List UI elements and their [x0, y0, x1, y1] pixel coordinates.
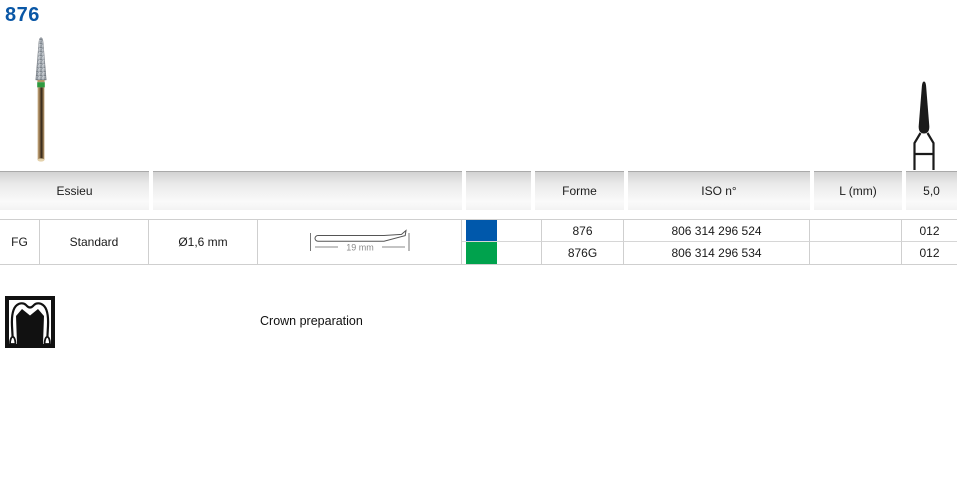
cell-lmm-row2: [810, 242, 902, 264]
crown-preparation-tooth-icon: [5, 296, 55, 348]
cell-forme-row2: 876G: [542, 242, 624, 264]
cell-size-row2: 012: [902, 242, 957, 264]
shank-length-label: 19 mm: [346, 243, 374, 253]
table-header-row: Essieu Forme ISO n° L (mm) 5,0: [0, 171, 957, 210]
application-label: Crown preparation: [260, 314, 363, 328]
color-swatch-blue: [466, 220, 497, 241]
diamond-tip: [35, 37, 47, 81]
table-body: FG Standard Ø1,6 mm 19 mm 876 806 314 29…: [0, 219, 957, 265]
header-size: 5,0: [906, 171, 957, 210]
header-spacer-drawing: [153, 171, 462, 210]
cell-color-row2: [462, 242, 542, 264]
cell-iso-row2: 806 314 296 534: [624, 242, 810, 264]
cell-diameter: Ø1,6 mm: [149, 220, 258, 264]
root-left: [9, 335, 17, 345]
shank-length-drawing: 19 mm: [309, 229, 409, 253]
cell-shank-type: FG: [0, 220, 40, 264]
header-forme: Forme: [535, 171, 624, 210]
shank-outline: [913, 132, 935, 170]
cell-length-drawing: 19 mm: [258, 220, 462, 264]
header-l-mm: L (mm): [814, 171, 902, 210]
header-essieu: Essieu: [0, 171, 149, 210]
cell-iso-row1: 806 314 296 524: [624, 220, 810, 242]
shank-cap: [37, 158, 45, 162]
bur-tip-outline-icon: [913, 81, 935, 170]
neck: [37, 80, 45, 83]
cell-lmm-row1: [810, 220, 902, 242]
flame-silhouette: [918, 81, 930, 134]
root-right: [43, 335, 51, 345]
prepared-stump: [16, 309, 44, 344]
color-swatch-green: [466, 242, 497, 264]
diamond-bur-photo-icon: [35, 37, 47, 162]
page-title: 876: [5, 4, 40, 26]
cell-series: Standard: [40, 220, 149, 264]
grit-band: [37, 82, 45, 88]
bur-side-outline: [314, 229, 407, 242]
shank: [37, 87, 45, 160]
cell-size-row1: 012: [902, 220, 957, 242]
header-spacer-color: [466, 171, 531, 210]
header-iso: ISO n°: [628, 171, 810, 210]
cell-forme-row1: 876: [542, 220, 624, 242]
cell-color-row1: [462, 220, 542, 242]
